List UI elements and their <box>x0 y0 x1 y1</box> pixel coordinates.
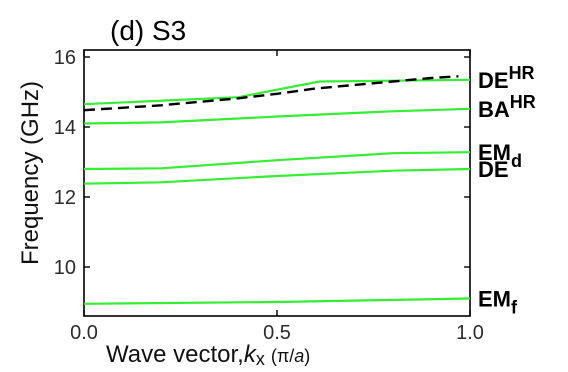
x-axis-title: Wave vector,kx (π/a) <box>106 341 310 369</box>
series-line-5 <box>83 297 471 305</box>
series-label-2: BAHR <box>478 92 536 122</box>
series-line-0 <box>83 78 471 106</box>
series-line-2 <box>83 107 471 125</box>
x-axis-unit-slash: / <box>289 346 294 366</box>
x-axis-title-text: Wave vector, <box>106 341 244 368</box>
series-label-0: DEHR <box>478 63 535 93</box>
series-label-main: BA <box>478 97 510 122</box>
y-axis-title: Frequency (GHz) <box>17 81 44 265</box>
x-axis-unit-a: a <box>294 346 304 366</box>
y-tick-label: 12 <box>54 187 76 209</box>
series-label-subscript: f <box>511 298 518 318</box>
series-label-superscript: HR <box>509 63 535 83</box>
y-tick-label: 10 <box>54 257 76 279</box>
y-tick-label: 16 <box>54 47 76 69</box>
series-label-5: EMf <box>478 287 518 318</box>
x-tick-label: 1.0 <box>456 322 484 344</box>
chart-title: (d) S3 <box>110 15 186 46</box>
series-line-1 <box>83 75 459 112</box>
x-axis-symbol: k <box>244 341 258 368</box>
x-tick-label: 0.5 <box>263 322 291 344</box>
series-label-3: EMd <box>478 140 522 171</box>
series-label-4: DE <box>478 157 509 182</box>
x-tick-label: 0.0 <box>70 322 98 344</box>
series-label-main: EM <box>478 140 511 165</box>
series-label-main: EM <box>478 287 511 312</box>
series-label-main: DE <box>478 157 509 182</box>
x-axis-unit-close: ) <box>304 346 310 366</box>
x-axis-unit-pi: π <box>277 346 289 366</box>
series-label-main: DE <box>478 68 509 93</box>
x-axis-unit-open: ( <box>271 346 277 366</box>
x-axis-unit: (π/a) <box>271 346 310 366</box>
series-line-4 <box>83 167 471 185</box>
series-line-3 <box>83 151 471 171</box>
series-label-subscript: d <box>511 151 522 171</box>
series-label-superscript: HR <box>510 92 536 112</box>
x-axis-subscript: x <box>256 349 265 369</box>
y-tick-label: 14 <box>54 117 76 139</box>
